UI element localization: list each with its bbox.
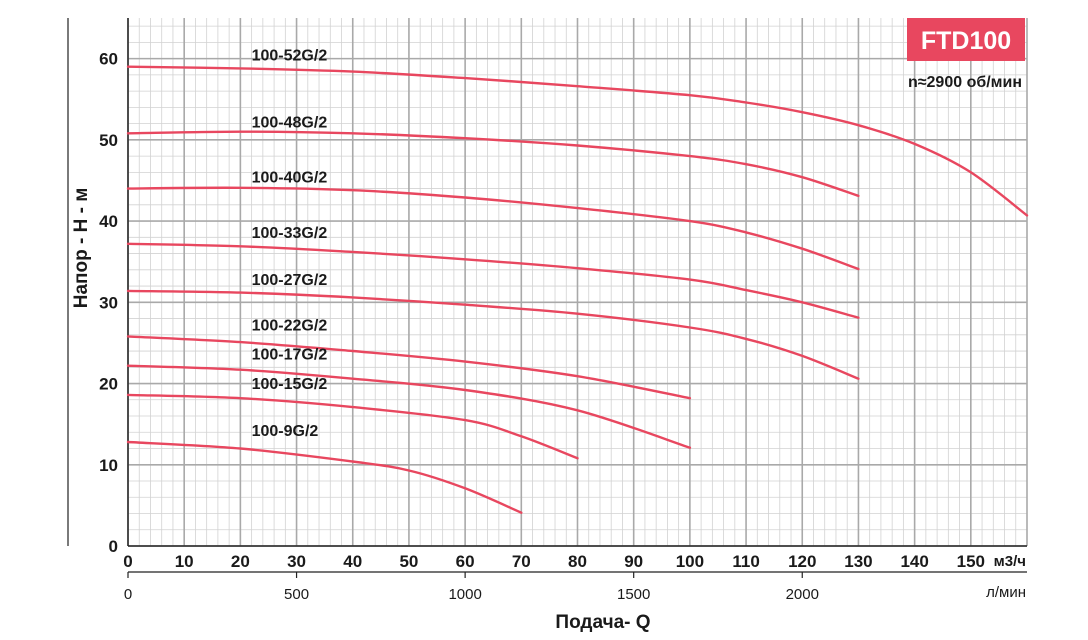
- x-tick-label: 90: [624, 552, 643, 571]
- y-tick-label: 50: [99, 131, 118, 150]
- curve-label: 100-27G/2: [252, 272, 328, 289]
- curve-label: 100-52G/2: [252, 48, 328, 65]
- curve-labels: 100-52G/2 100-48G/2 100-40G/2 100-33G/2 100-…: [252, 48, 328, 440]
- x-tick-label: 140: [900, 552, 928, 571]
- x-tick-label: 130: [844, 552, 872, 571]
- axes: [67, 18, 1027, 573]
- y-tick-label: 10: [99, 456, 118, 475]
- x-axis-unit: м3/ч: [994, 553, 1026, 570]
- x2-tick-labels: 0 500 1000 1500 2000: [124, 572, 819, 603]
- y-tick-label: 30: [99, 293, 118, 312]
- x-tick-label: 20: [231, 552, 250, 571]
- x-tick-label: 100: [676, 552, 704, 571]
- x-tick-label: 10: [175, 552, 194, 571]
- y-tick-label: 20: [99, 375, 118, 394]
- curve-label: 100-40G/2: [252, 170, 328, 187]
- x2-tick-label: 1000: [448, 586, 481, 603]
- pump-curves: [126, 65, 1029, 514]
- x2-tick-label: 500: [284, 586, 309, 603]
- grid-major: [127, 18, 1028, 547]
- x2-tick-label: 2000: [786, 586, 819, 603]
- curve-100-40G/2: [126, 186, 860, 271]
- x-tick-label: 30: [287, 552, 306, 571]
- x-tick-label: 120: [788, 552, 816, 571]
- curve-label: 100-33G/2: [252, 225, 328, 242]
- x-axis-title: Подача- Q: [555, 612, 650, 633]
- x-tick-labels: 0 10 20 30 40 50 60 70 80 90 100 110 120 130 140 150: [123, 552, 985, 571]
- x2-axis-unit: л/мин: [986, 584, 1026, 601]
- x-tick-label: 0: [123, 552, 132, 571]
- y-tick-labels: 0 10 20 30 40 50 60: [99, 50, 118, 556]
- curve-100-48G/2: [126, 130, 860, 198]
- y-tick-label: 0: [109, 537, 118, 556]
- curve-100-17G/2: [126, 364, 692, 449]
- curve-label: 100-15G/2: [252, 376, 328, 393]
- y-tick-label: 40: [99, 212, 118, 231]
- x-tick-label: 60: [456, 552, 475, 571]
- curve-100-9G/2: [126, 440, 523, 514]
- model-badge: FTD100: [907, 18, 1025, 61]
- x-tick-label: 50: [399, 552, 418, 571]
- curve-100-27G/2: [126, 289, 860, 380]
- y-tick-label: 60: [99, 50, 118, 69]
- x2-tick-label: 1500: [617, 586, 650, 603]
- speed-subtitle: n≈2900 об/мин: [908, 74, 1022, 91]
- curve-100-22G/2: [126, 335, 692, 400]
- curve-100-15G/2: [126, 393, 579, 460]
- curve-label: 100-17G/2: [252, 347, 328, 364]
- x2-tick-label: 0: [124, 586, 132, 603]
- curve-label: 100-22G/2: [252, 317, 328, 334]
- x-tick-label: 40: [343, 552, 362, 571]
- curve-100-33G/2: [126, 242, 860, 319]
- chart-title: FTD100: [921, 27, 1011, 55]
- x-tick-label: 80: [568, 552, 587, 571]
- curve-label: 100-48G/2: [252, 114, 328, 131]
- curve-100-52G/2: [126, 65, 1029, 217]
- model-badge-background: [907, 18, 1025, 61]
- y-axis-title: Напор - H - м: [71, 188, 92, 309]
- curve-label: 100-9G/2: [252, 423, 319, 440]
- x-tick-label: 150: [957, 552, 985, 571]
- x-tick-label: 110: [732, 552, 759, 571]
- x-tick-label: 70: [512, 552, 531, 571]
